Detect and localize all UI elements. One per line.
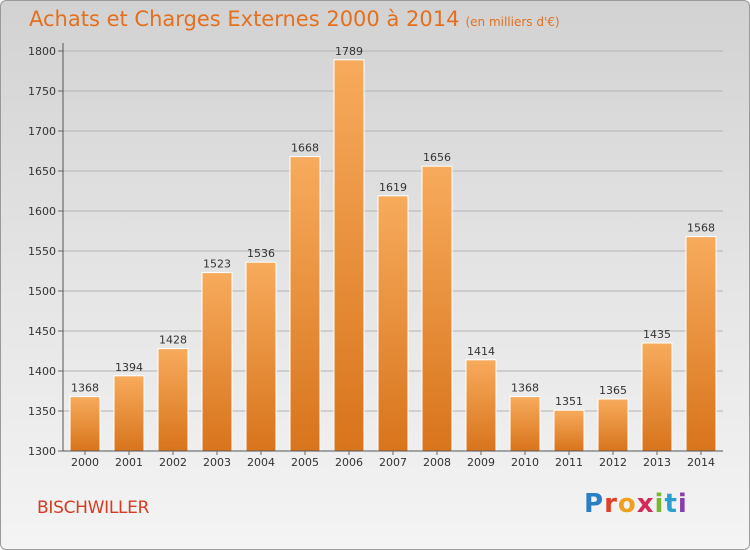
data-label: 1414 — [467, 345, 495, 358]
data-label: 1428 — [159, 334, 187, 347]
data-label: 1656 — [423, 151, 451, 164]
logo-letter: o — [617, 489, 637, 519]
bar — [201, 272, 233, 452]
x-tick-label: 2002 — [159, 456, 187, 469]
data-labels: 1368 1394 1428 1523 1536 1668 1789 1619 1656 1414… — [71, 45, 715, 408]
y-tick-label: 1750 — [28, 85, 56, 98]
data-label: 1368 — [511, 382, 539, 395]
bar — [509, 396, 541, 452]
bar — [69, 396, 101, 452]
y-tick-label: 1550 — [28, 245, 56, 258]
axes: 1300 1350 1400 1450 1500 1550 1600 1650 1700 1750… — [28, 43, 723, 469]
bar — [597, 398, 629, 452]
data-label: 1523 — [203, 258, 231, 271]
chart-title-text: Achats et Charges Externes 2000 à 2014 — [29, 7, 460, 31]
data-label: 1351 — [555, 395, 583, 408]
data-label: 1789 — [335, 45, 363, 58]
y-tick-label: 1500 — [28, 285, 56, 298]
data-label: 1435 — [643, 328, 671, 341]
bar — [641, 342, 673, 452]
logo-letter: i — [654, 489, 665, 519]
x-tick-label: 2003 — [203, 456, 231, 469]
y-tick-label: 1350 — [28, 405, 56, 418]
logo-letter: x — [636, 489, 655, 519]
x-tick-label: 2001 — [115, 456, 143, 469]
x-tick-label: 2012 — [599, 456, 627, 469]
data-label: 1368 — [71, 382, 99, 395]
y-tick-label: 1300 — [28, 445, 56, 458]
bar — [685, 236, 717, 452]
logo-letter: t — [664, 489, 678, 519]
proxiti-logo: Proxiti — [584, 489, 688, 519]
y-tick-label: 1450 — [28, 325, 56, 338]
x-tick-label: 2014 — [687, 456, 715, 469]
bars — [69, 59, 717, 452]
bar — [465, 359, 497, 452]
x-tick-label: 2006 — [335, 456, 363, 469]
x-tick-label: 2008 — [423, 456, 451, 469]
x-tick-label: 2010 — [511, 456, 539, 469]
x-tick-label: 2005 — [291, 456, 319, 469]
city-name: BISCHWILLER — [37, 498, 150, 518]
y-tick-label: 1700 — [28, 125, 56, 138]
x-tick-label: 2000 — [71, 456, 99, 469]
bar — [245, 261, 277, 452]
bar — [113, 375, 145, 452]
chart-subtitle: (en milliers d'€) — [465, 15, 560, 29]
x-tick-label: 2013 — [643, 456, 671, 469]
y-tick-label: 1800 — [28, 45, 56, 58]
data-label: 1668 — [291, 142, 319, 155]
bar — [377, 195, 409, 452]
logo-letter: i — [677, 489, 688, 519]
x-tick-label: 2004 — [247, 456, 275, 469]
data-label: 1365 — [599, 384, 627, 397]
x-tick-label: 2007 — [379, 456, 407, 469]
bar — [289, 156, 321, 452]
data-label: 1394 — [115, 361, 143, 374]
data-label: 1568 — [687, 222, 715, 235]
chart-title: Achats et Charges Externes 2000 à 2014 (e… — [29, 7, 560, 31]
bar — [157, 348, 189, 452]
x-tick-label: 2009 — [467, 456, 495, 469]
bar — [421, 165, 453, 452]
y-tick-label: 1400 — [28, 365, 56, 378]
logo-letter: P — [584, 489, 605, 519]
data-label: 1619 — [379, 181, 407, 194]
bar — [333, 59, 365, 452]
y-tick-label: 1650 — [28, 165, 56, 178]
data-label: 1536 — [247, 247, 275, 260]
bar — [553, 409, 585, 452]
y-tick-label: 1600 — [28, 205, 56, 218]
logo-letter: r — [604, 489, 618, 519]
x-tick-label: 2011 — [555, 456, 583, 469]
